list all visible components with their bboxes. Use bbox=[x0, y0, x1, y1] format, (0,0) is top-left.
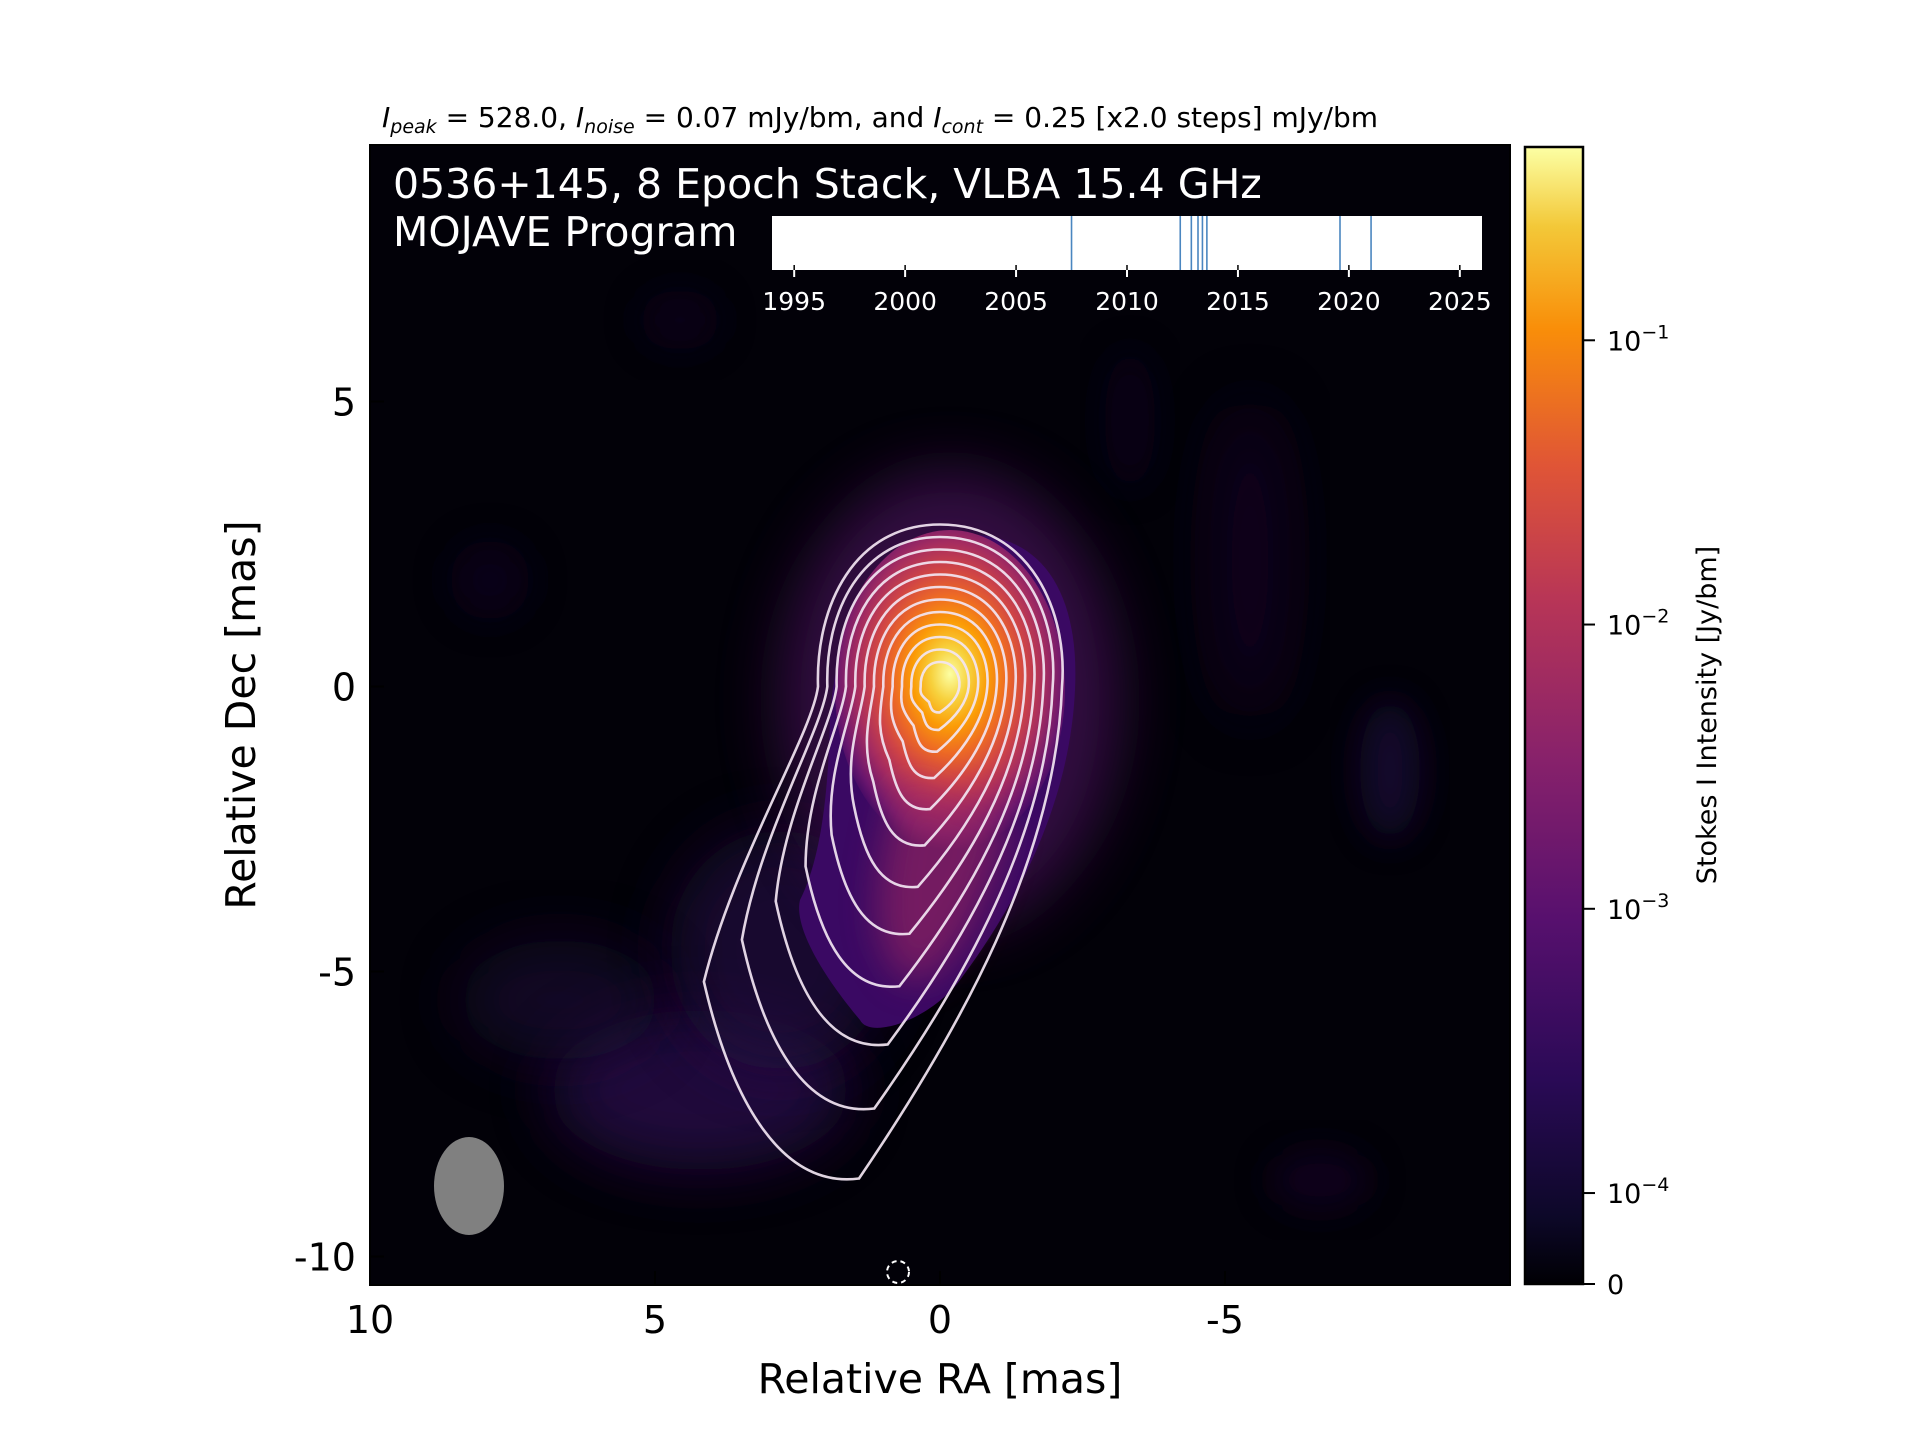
epoch-tick-label: 2005 bbox=[984, 287, 1048, 316]
x-tick-label: 0 bbox=[928, 1298, 952, 1342]
contour-level bbox=[919, 660, 961, 714]
plot-frame bbox=[369, 144, 1511, 1286]
epoch-tick-label: 2010 bbox=[1095, 287, 1159, 316]
contour-level bbox=[702, 523, 1064, 1181]
plot-title-line2: MOJAVE Program bbox=[393, 208, 737, 256]
x-tick-label: -5 bbox=[1206, 1298, 1244, 1342]
header-text: Ipeak = 528.0, Inoise = 0.07 mJy/bm, and… bbox=[382, 101, 1378, 138]
y-axis-label: Relative Dec [mas] bbox=[217, 520, 265, 909]
x-axis: 10 5 0 -5 bbox=[346, 1271, 1244, 1342]
y-tick-label: -5 bbox=[318, 951, 356, 995]
epoch-tick-label: 2020 bbox=[1317, 287, 1381, 316]
colorbar-tick-label: 10−4 bbox=[1607, 1174, 1669, 1210]
colorbar-gradient bbox=[1523, 145, 1585, 1286]
epoch-tick-label: 2015 bbox=[1206, 287, 1270, 316]
x-tick-label: 10 bbox=[346, 1298, 394, 1342]
contour-lines bbox=[702, 523, 1064, 1181]
colorbar-tick-label: 10−2 bbox=[1607, 606, 1669, 642]
contour-level bbox=[774, 548, 1046, 1047]
epoch-inset-frame bbox=[772, 216, 1482, 270]
y-tick-label: 0 bbox=[332, 666, 356, 710]
contour-level bbox=[909, 648, 971, 732]
y-axis: 5 0 -5 -10 bbox=[294, 381, 384, 1280]
image-panel: 0536+145, 8 Epoch Stack, VLBA 15.4 GHz M… bbox=[294, 144, 1511, 1342]
contour-level bbox=[804, 560, 1036, 988]
y-tick-label: 5 bbox=[332, 381, 356, 425]
epoch-inset: 1995 2000 2005 2010 2015 2020 2025 bbox=[762, 216, 1492, 316]
beam-ellipse bbox=[434, 1137, 504, 1235]
colorbar: 10−1 10−2 10−3 10−4 0 Stokes I Intensity [Jy… bbox=[1523, 145, 1723, 1301]
x-axis-label: Relative RA [mas] bbox=[758, 1355, 1123, 1403]
contour-level bbox=[889, 623, 989, 780]
plot-title-line1: 0536+145, 8 Epoch Stack, VLBA 15.4 GHz bbox=[393, 160, 1262, 208]
colorbar-tick-label: 0 bbox=[1607, 1270, 1624, 1301]
contour-level bbox=[740, 535, 1055, 1111]
contour-level bbox=[899, 635, 980, 753]
epoch-tick-label: 1995 bbox=[762, 287, 826, 316]
contour-level bbox=[849, 585, 1018, 889]
y-tick-label: -10 bbox=[294, 1236, 356, 1280]
contour-level bbox=[865, 598, 1008, 847]
contour-level bbox=[829, 573, 1027, 936]
contour-level bbox=[878, 610, 999, 811]
colorbar-label: Stokes I Intensity [Jy/bm] bbox=[1692, 546, 1723, 884]
position-marker bbox=[886, 1260, 910, 1284]
x-tick-label: 5 bbox=[643, 1298, 667, 1342]
epoch-tick-label: 2000 bbox=[873, 287, 937, 316]
colorbar-tick-label: 10−3 bbox=[1607, 890, 1669, 926]
colorbar-tick-label: 10−1 bbox=[1607, 321, 1669, 357]
epoch-tick-label: 2025 bbox=[1428, 287, 1492, 316]
